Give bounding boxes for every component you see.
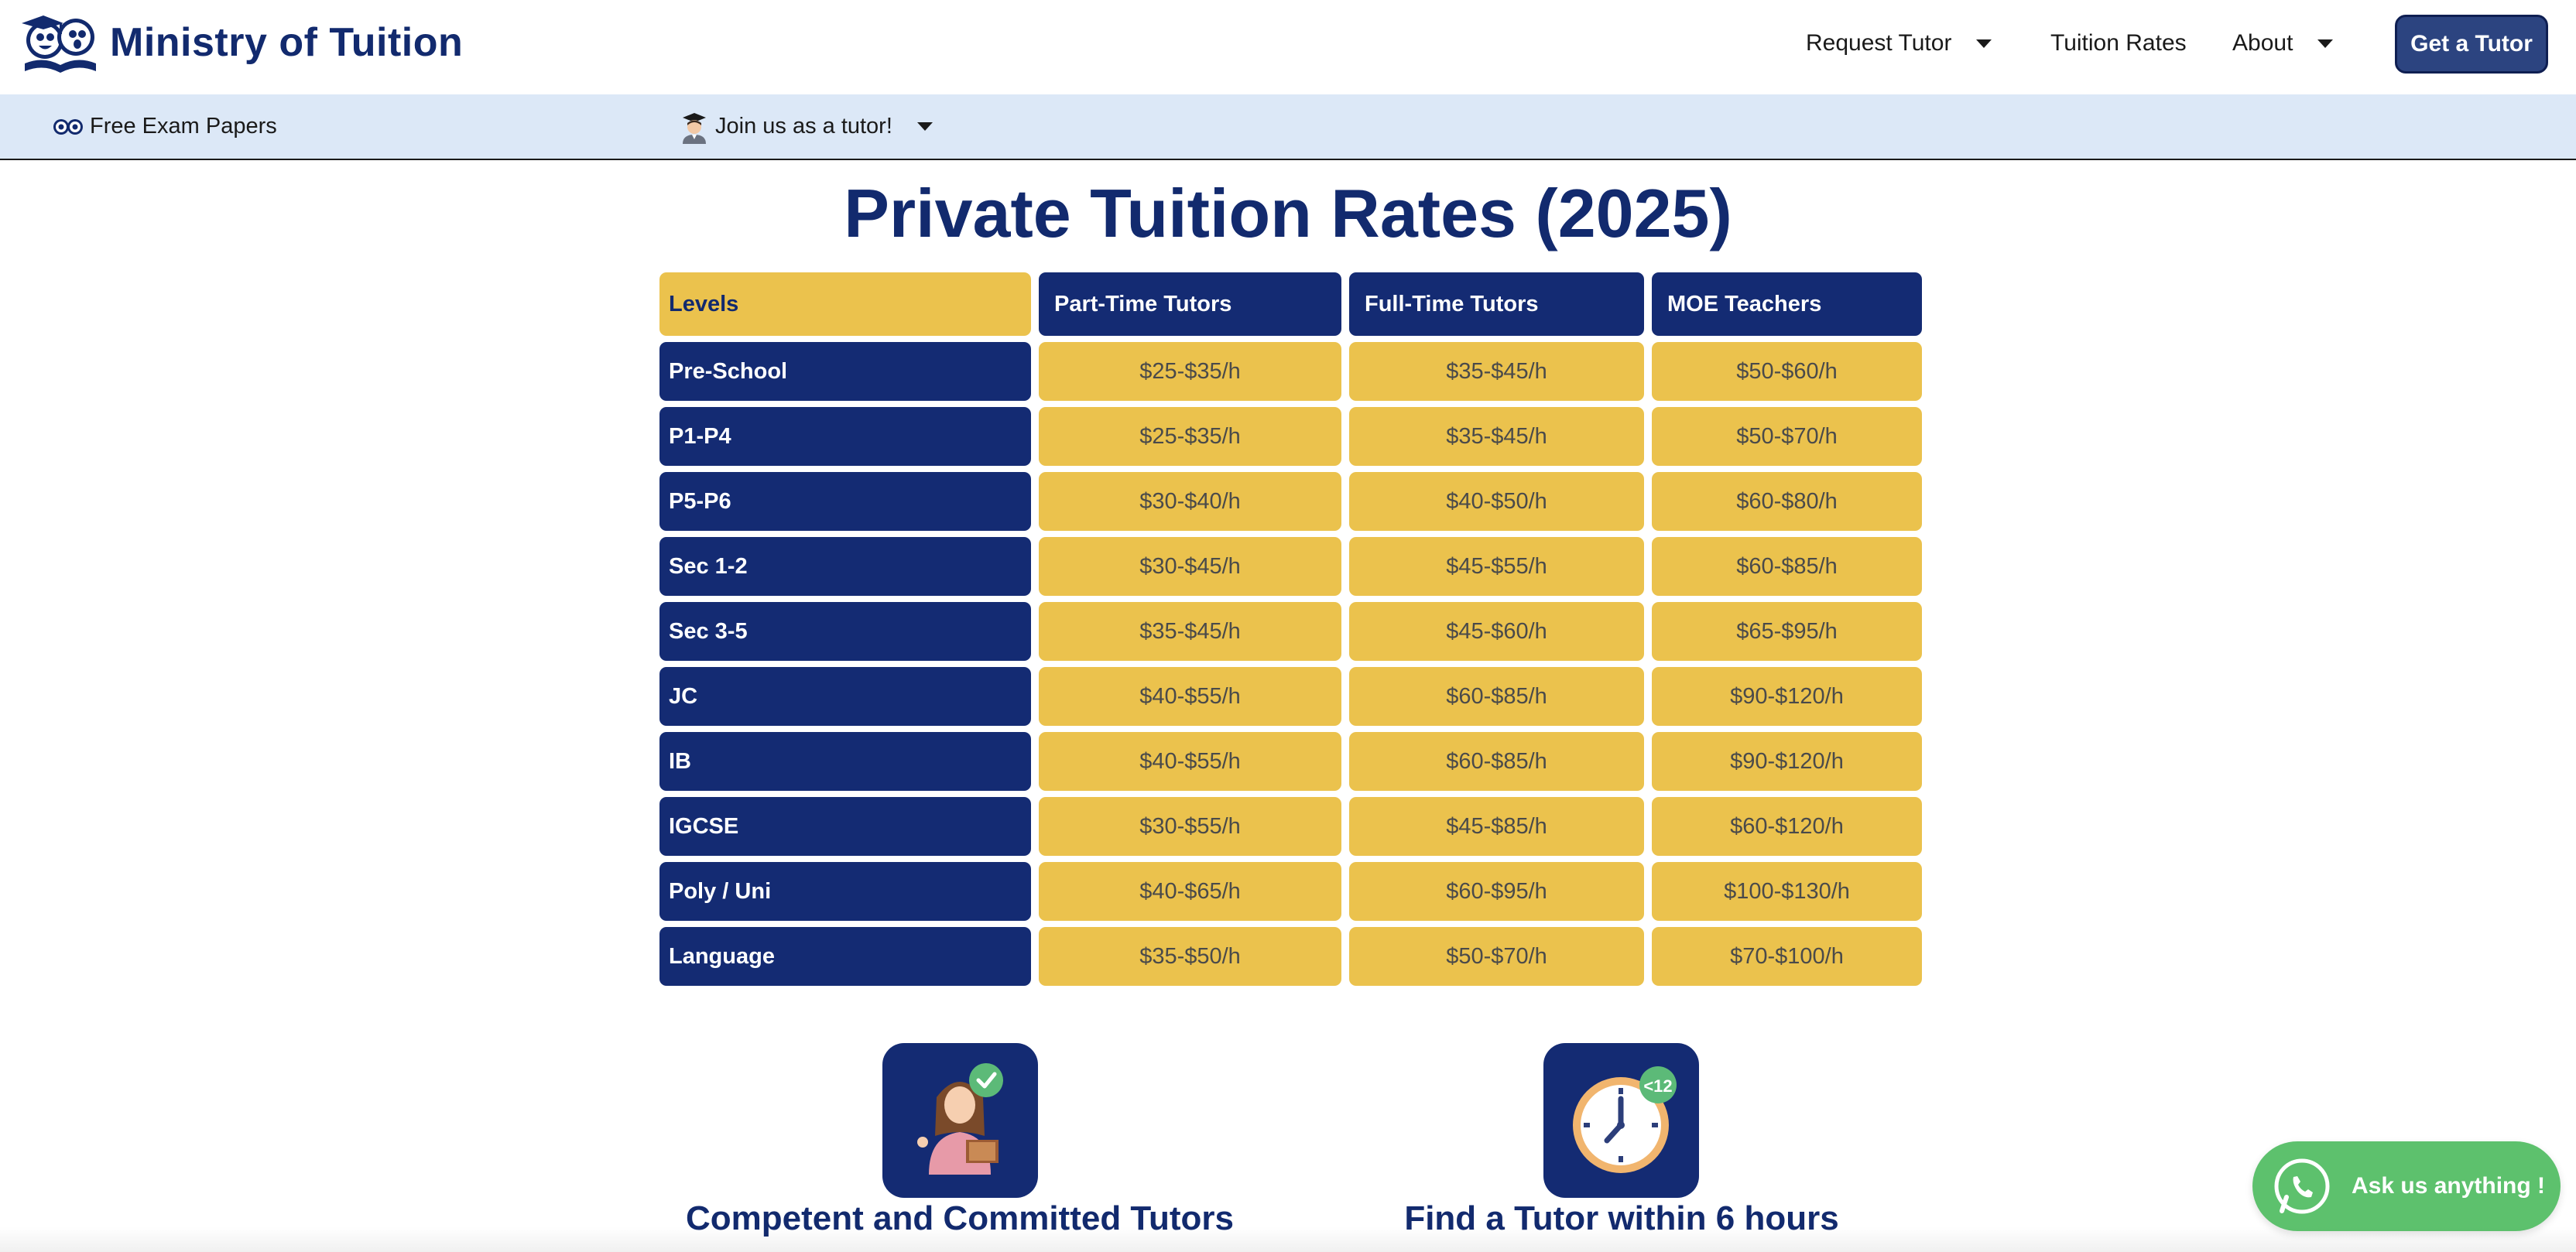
moe-rate-cell: $60-$85/h bbox=[1652, 537, 1922, 596]
part-time-rate-cell: $25-$35/h bbox=[1039, 407, 1341, 466]
full-time-rate-cell: $50-$70/h bbox=[1349, 927, 1644, 986]
owl-eyes-icon bbox=[53, 118, 83, 135]
page-title: Private Tuition Rates (2025) bbox=[844, 175, 1732, 251]
full-time-rate-cell: $45-$85/h bbox=[1349, 797, 1644, 856]
nav-tuition-rates-label: Tuition Rates bbox=[2050, 30, 2187, 56]
feature-title-tutors: Competent and Committed Tutors bbox=[685, 1199, 1235, 1237]
owl-graduate-logo-icon bbox=[22, 15, 96, 73]
part-time-rate-cell: $30-$45/h bbox=[1039, 537, 1341, 596]
brand-logo-link[interactable]: Ministry of Tuition bbox=[17, 9, 463, 76]
graduate-avatar-icon bbox=[683, 112, 706, 144]
moe-rate-cell: $60-$80/h bbox=[1652, 472, 1922, 531]
full-time-rate-cell: $40-$50/h bbox=[1349, 472, 1644, 531]
level-cell: Poly / Uni bbox=[659, 862, 1031, 921]
table-row: Pre-School $25-$35/h $35-$45/h $50-$60/h bbox=[659, 342, 1922, 401]
clock-icon: <12 bbox=[1543, 1043, 1699, 1198]
brand-name: Ministry of Tuition bbox=[110, 20, 464, 65]
nav-about[interactable]: About bbox=[2232, 0, 2334, 87]
level-cell: P1-P4 bbox=[659, 407, 1031, 466]
table-header-row: Levels Part-Time Tutors Full-Time Tutors… bbox=[659, 272, 1922, 336]
moe-rate-cell: $50-$60/h bbox=[1652, 342, 1922, 401]
table-row: P1-P4 $25-$35/h $35-$45/h $50-$70/h bbox=[659, 407, 1922, 466]
level-cell: P5-P6 bbox=[659, 472, 1031, 531]
moe-rate-cell: $60-$120/h bbox=[1652, 797, 1922, 856]
caret-down-icon bbox=[2317, 39, 2334, 48]
table-row: Poly / Uni $40-$65/h $60-$95/h $100-$130/h bbox=[659, 862, 1922, 921]
full-time-rate-cell: $60-$95/h bbox=[1349, 862, 1644, 921]
table-row: P5-P6 $30-$40/h $40-$50/h $60-$80/h bbox=[659, 472, 1922, 531]
caret-down-icon bbox=[916, 122, 933, 131]
full-time-rate-cell: $35-$45/h bbox=[1349, 342, 1644, 401]
secondary-nav: Free Exam Papers Join us as a tutor! bbox=[0, 94, 2576, 160]
part-time-rate-cell: $35-$45/h bbox=[1039, 602, 1341, 661]
level-cell: Sec 3-5 bbox=[659, 602, 1031, 661]
nav-request-tutor[interactable]: Request Tutor bbox=[1806, 0, 1992, 87]
full-time-rate-cell: $45-$60/h bbox=[1349, 602, 1644, 661]
level-cell: JC bbox=[659, 667, 1031, 726]
feature-title-find-tutor: Find a Tutor within 6 hours bbox=[1404, 1199, 1839, 1237]
table-row: IB $40-$55/h $60-$85/h $90-$120/h bbox=[659, 732, 1922, 791]
full-time-rate-cell: $60-$85/h bbox=[1349, 732, 1644, 791]
nav-request-tutor-label: Request Tutor bbox=[1806, 30, 1952, 56]
part-time-rate-cell: $35-$50/h bbox=[1039, 927, 1341, 986]
full-time-rate-cell: $60-$85/h bbox=[1349, 667, 1644, 726]
moe-rate-cell: $70-$100/h bbox=[1652, 927, 1922, 986]
table-row: Sec 1-2 $30-$45/h $45-$55/h $60-$85/h bbox=[659, 537, 1922, 596]
header-levels: Levels bbox=[659, 272, 1031, 336]
clock-badge-text: <12 bbox=[1643, 1076, 1672, 1096]
moe-rate-cell: $65-$95/h bbox=[1652, 602, 1922, 661]
whatsapp-chat-button[interactable]: Ask us anything ! bbox=[2252, 1141, 2561, 1231]
part-time-rate-cell: $40-$65/h bbox=[1039, 862, 1341, 921]
table-row: JC $40-$55/h $60-$85/h $90-$120/h bbox=[659, 667, 1922, 726]
header-part-time: Part-Time Tutors bbox=[1039, 272, 1341, 336]
header-moe: MOE Teachers bbox=[1652, 272, 1922, 336]
moe-rate-cell: $90-$120/h bbox=[1652, 732, 1922, 791]
free-exam-papers-link[interactable]: Free Exam Papers bbox=[53, 94, 277, 159]
nav-tuition-rates[interactable]: Tuition Rates bbox=[2050, 0, 2187, 87]
bottom-fade bbox=[0, 1226, 2576, 1252]
part-time-rate-cell: $30-$55/h bbox=[1039, 797, 1341, 856]
whatsapp-icon bbox=[2274, 1158, 2330, 1214]
level-cell: Pre-School bbox=[659, 342, 1031, 401]
whatsapp-label: Ask us anything ! bbox=[2352, 1173, 2546, 1199]
part-time-rate-cell: $25-$35/h bbox=[1039, 342, 1341, 401]
moe-rate-cell: $90-$120/h bbox=[1652, 667, 1922, 726]
level-cell: Sec 1-2 bbox=[659, 537, 1031, 596]
header-full-time: Full-Time Tutors bbox=[1349, 272, 1644, 336]
part-time-rate-cell: $30-$40/h bbox=[1039, 472, 1341, 531]
moe-rate-cell: $100-$130/h bbox=[1652, 862, 1922, 921]
free-exam-papers-label: Free Exam Papers bbox=[90, 114, 277, 139]
caret-down-icon bbox=[1976, 39, 1992, 48]
nav-about-label: About bbox=[2232, 30, 2293, 56]
tutor-check-icon bbox=[882, 1043, 1038, 1198]
level-cell: IGCSE bbox=[659, 797, 1031, 856]
full-time-rate-cell: $45-$55/h bbox=[1349, 537, 1644, 596]
table-row: Sec 3-5 $35-$45/h $45-$60/h $65-$95/h bbox=[659, 602, 1922, 661]
full-time-rate-cell: $35-$45/h bbox=[1349, 407, 1644, 466]
part-time-rate-cell: $40-$55/h bbox=[1039, 732, 1341, 791]
table-row: IGCSE $30-$55/h $45-$85/h $60-$120/h bbox=[659, 797, 1922, 856]
level-cell: Language bbox=[659, 927, 1031, 986]
tuition-rates-table: Levels Part-Time Tutors Full-Time Tutors… bbox=[659, 272, 1922, 992]
join-as-tutor-label: Join us as a tutor! bbox=[715, 114, 892, 139]
level-cell: IB bbox=[659, 732, 1031, 791]
part-time-rate-cell: $40-$55/h bbox=[1039, 667, 1341, 726]
site-header: Ministry of Tuition Request Tutor Tuitio… bbox=[0, 0, 2576, 94]
get-a-tutor-button[interactable]: Get a Tutor bbox=[2395, 15, 2548, 74]
moe-rate-cell: $50-$70/h bbox=[1652, 407, 1922, 466]
join-as-tutor-dropdown[interactable]: Join us as a tutor! bbox=[680, 94, 933, 159]
table-row: Language $35-$50/h $50-$70/h $70-$100/h bbox=[659, 927, 1922, 986]
